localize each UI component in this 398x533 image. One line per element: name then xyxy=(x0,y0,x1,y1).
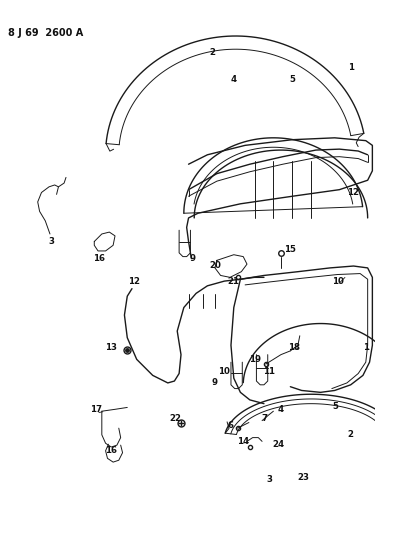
Text: 12: 12 xyxy=(128,277,140,286)
Text: 22: 22 xyxy=(169,414,181,423)
Text: 16: 16 xyxy=(93,254,105,263)
Text: 10: 10 xyxy=(219,367,230,376)
Text: 17: 17 xyxy=(90,405,102,414)
Text: 1: 1 xyxy=(363,343,369,352)
Text: 19: 19 xyxy=(248,355,261,364)
Text: 24: 24 xyxy=(272,440,284,449)
Text: 8 J 69  2600 A: 8 J 69 2600 A xyxy=(8,28,83,38)
Text: 10: 10 xyxy=(332,277,343,286)
Text: 4: 4 xyxy=(278,405,284,414)
Text: 2: 2 xyxy=(209,49,215,58)
Text: 2: 2 xyxy=(348,430,354,439)
Text: 6: 6 xyxy=(227,421,233,430)
Text: 9: 9 xyxy=(189,254,195,263)
Text: 18: 18 xyxy=(288,343,300,352)
Text: 20: 20 xyxy=(209,261,221,270)
Text: 16: 16 xyxy=(105,446,117,455)
Text: 12: 12 xyxy=(347,188,359,197)
Text: 21: 21 xyxy=(228,277,240,286)
Text: 11: 11 xyxy=(263,367,275,376)
Text: 3: 3 xyxy=(49,237,55,246)
Text: 23: 23 xyxy=(298,473,310,482)
Text: 3: 3 xyxy=(267,474,273,483)
Text: 1: 1 xyxy=(348,62,354,71)
Text: 13: 13 xyxy=(105,343,117,352)
Text: 15: 15 xyxy=(285,245,296,254)
Text: 5: 5 xyxy=(289,75,295,84)
Text: 4: 4 xyxy=(231,75,237,84)
Text: 7: 7 xyxy=(261,414,267,423)
Text: 5: 5 xyxy=(333,402,339,411)
Text: 14: 14 xyxy=(237,437,249,446)
Text: 9: 9 xyxy=(212,378,218,387)
